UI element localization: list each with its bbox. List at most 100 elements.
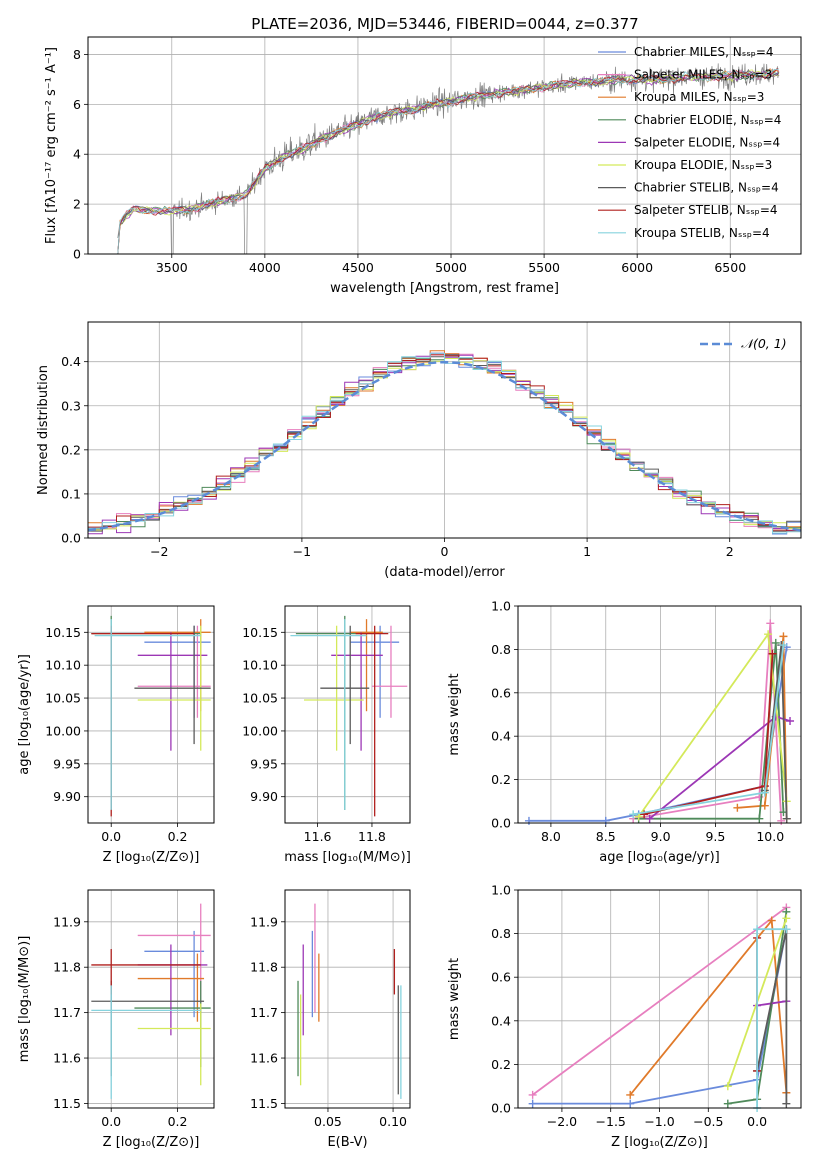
legend-label-chabrier_elodie: Chabrier ELODIE, Nₛₛₚ=4 xyxy=(634,113,781,127)
figure-title: PLATE=2036, MJD=53446, FIBERID=0044, z=0… xyxy=(251,15,638,33)
errorbar-salpeter_stelib xyxy=(355,625,389,817)
errorbar-chabrier_elodie xyxy=(134,980,211,1068)
weight-marker-kroupa_elodie xyxy=(764,630,773,639)
weight-marker-salpeter_elodie xyxy=(645,814,654,823)
weight-marker-kroupa_miles xyxy=(779,632,788,641)
y-tick-label: 4 xyxy=(73,147,81,162)
y-tick-label: 9.95 xyxy=(53,756,81,771)
y-tick-label: 11.7 xyxy=(250,1005,278,1020)
x-tick-label: 2 xyxy=(726,544,734,559)
y-tick-label: 0.0 xyxy=(61,531,81,546)
y-tick-label: 0.4 xyxy=(61,354,81,369)
x-tick-label: 8.0 xyxy=(541,829,561,844)
panel-age_vs_Z: 0.0 0.2 9.90 9.95 10.00 10.05 10.10 10.15 Z [log… xyxy=(17,605,215,865)
errorbar-chabrier_elodie xyxy=(91,615,201,810)
y-tick-label: 0.8 xyxy=(491,642,511,657)
y-tick-label: 11.5 xyxy=(250,1096,278,1111)
plot-area-weight_vs_age xyxy=(524,619,795,825)
weight-marker-kroupa_stelib xyxy=(782,925,791,934)
y-tick-label: 0.8 xyxy=(491,926,511,941)
weight-marker-salpeter_miles xyxy=(528,1090,537,1099)
x-tick-label: 3500 xyxy=(156,260,188,275)
weight-marker-chabrier_stelib xyxy=(782,1099,791,1108)
axes-frame xyxy=(87,321,802,539)
plot-area-spectrum xyxy=(117,63,780,255)
y-tick-label: 0.2 xyxy=(61,442,81,457)
x-tick-label: 0.2 xyxy=(168,1114,188,1129)
x-tick-label: 9.0 xyxy=(651,829,671,844)
y-tick-label: 0.1 xyxy=(61,486,81,501)
x-axis-label: mass [log₁₀(M/M⊙)] xyxy=(284,850,411,865)
errorbar-salpeter_stelib xyxy=(91,625,195,817)
x-tick-label: 5500 xyxy=(528,260,560,275)
y-tick-label: 10.10 xyxy=(242,658,278,673)
y-tick-label: 0.0 xyxy=(491,1101,511,1116)
y-tick-label: 6 xyxy=(73,97,81,112)
x-tick-label: 10.0 xyxy=(756,829,784,844)
y-tick-label: 10.15 xyxy=(242,625,278,640)
x-tick-label: −2.0 xyxy=(547,1114,577,1129)
y-axis-label: mass [log₁₀(M/M⊙)] xyxy=(17,936,32,1063)
x-axis-label: Z [log₁₀(Z/Z⊙)] xyxy=(103,1135,200,1150)
x-tick-label: 0.10 xyxy=(379,1114,407,1129)
x-tick-label: 5000 xyxy=(435,260,467,275)
panel-residuals: −2 −1 0 1 2 0.0 0.1 0.2 0.3 0.4 (data-model)/error… xyxy=(36,321,802,580)
y-tick-label: 0.6 xyxy=(491,685,511,700)
y-tick-label: 1.0 xyxy=(491,883,511,898)
x-tick-label: 0 xyxy=(441,544,449,559)
errorbar-chabrier_miles xyxy=(144,930,205,1018)
y-tick-label: 11.7 xyxy=(53,1005,81,1020)
weight-marker-chabrier_stelib xyxy=(782,814,791,823)
x-tick-label: −2 xyxy=(150,544,168,559)
y-tick-label: 11.5 xyxy=(53,1096,81,1111)
errorbar-kroupa_stelib xyxy=(91,985,201,1099)
weight-marker-salpeter_miles xyxy=(766,619,775,628)
x-axis-label: age [log₁₀(age/yr)] xyxy=(599,850,720,865)
weight-marker-kroupa_elodie xyxy=(723,1082,732,1091)
panel-mass_vs_ebv: 0.05 0.10 11.5 11.6 11.7 11.8 11.9 E(B-V) xyxy=(250,889,411,1150)
plot-area-residuals xyxy=(87,350,802,535)
x-tick-label: 0.0 xyxy=(101,829,121,844)
y-tick-label: 0.0 xyxy=(491,816,511,831)
x-tick-label: 11.6 xyxy=(304,829,332,844)
y-tick-label: 0.4 xyxy=(491,1013,511,1028)
y-tick-label: 0.6 xyxy=(491,970,511,985)
x-axis-label: Z [log₁₀(Z/Z⊙)] xyxy=(611,1135,708,1150)
x-tick-label: 6500 xyxy=(714,260,746,275)
weight-marker-chabrier_elodie xyxy=(755,814,764,823)
legend-label-salpeter_stelib: Salpeter STELIB, Nₛₛₚ=4 xyxy=(634,203,778,217)
weight-marker-kroupa_stelib xyxy=(779,641,788,650)
x-tick-label: −1.0 xyxy=(644,1114,674,1129)
plot-area-weight_vs_Z xyxy=(528,903,791,1112)
errorbar-kroupa_elodie xyxy=(137,1003,211,1086)
x-tick-label: −1 xyxy=(293,544,311,559)
axes-frame xyxy=(517,889,802,1109)
y-tick-label: 1.0 xyxy=(491,599,511,614)
panel-spectrum: 3500 4000 4500 5000 5500 6000 6500 0 2 4 6 8 wavelen… xyxy=(44,36,802,296)
legend-label-normal: 𝒩(0, 1) xyxy=(741,336,787,351)
y-tick-label: 10.00 xyxy=(45,723,81,738)
x-tick-label: 0.05 xyxy=(314,1114,342,1129)
legend-label-chabrier_stelib: Chabrier STELIB, Nₛₛₚ=4 xyxy=(634,181,779,195)
errorbar-salpeter_miles xyxy=(137,625,211,718)
y-tick-label: 9.95 xyxy=(250,756,278,771)
y-tick-label: 10.15 xyxy=(45,625,81,640)
y-tick-label: 11.8 xyxy=(250,960,278,975)
weight-line-salpeter_miles xyxy=(532,906,787,1096)
x-tick-label: 0.2 xyxy=(168,829,188,844)
x-tick-label: 11.8 xyxy=(358,829,386,844)
weight-marker-salpeter_elodie xyxy=(786,717,795,726)
axes-frame xyxy=(517,605,802,824)
errorbar-salpeter_stelib xyxy=(91,949,201,995)
axes-frame xyxy=(284,605,411,824)
weight-marker-chabrier_miles xyxy=(626,1099,635,1108)
y-tick-label: 9.90 xyxy=(53,789,81,804)
y-tick-label: 10.10 xyxy=(45,658,81,673)
y-tick-label: 10.05 xyxy=(45,691,81,706)
x-tick-label: 9.5 xyxy=(705,829,725,844)
model-spectrum-kroupa_stelib xyxy=(117,68,780,255)
y-tick-label: 11.8 xyxy=(53,960,81,975)
errorbar-salpeter_miles xyxy=(137,903,211,1013)
x-tick-label: 6000 xyxy=(621,260,653,275)
